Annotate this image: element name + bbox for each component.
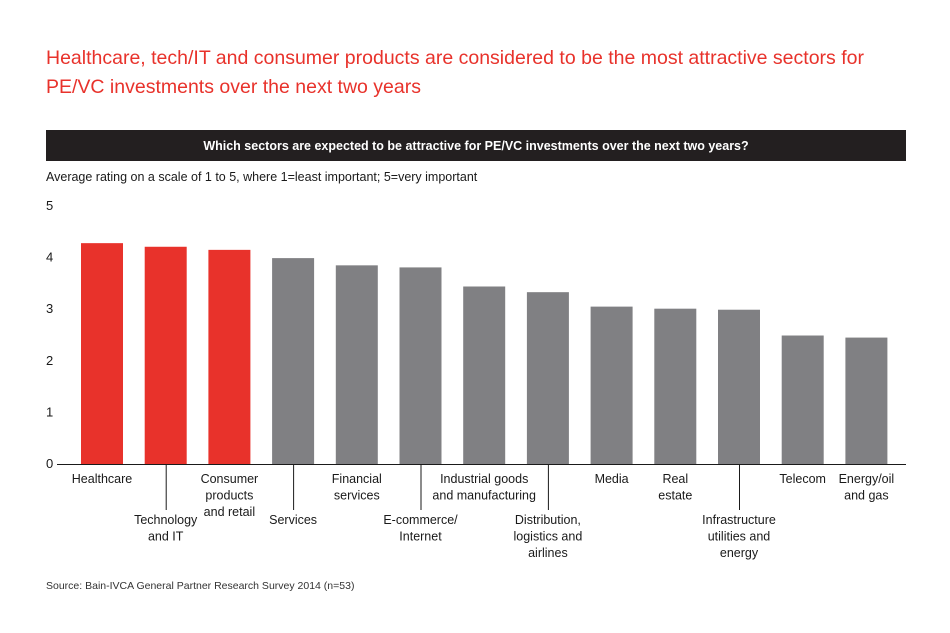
y-tick-label: 5	[46, 198, 53, 213]
x-tick-label: Technology and IT	[134, 513, 198, 544]
x-tick-label-line: energy	[720, 546, 759, 560]
x-tick-label-line: and IT	[148, 530, 184, 544]
y-tick-label: 2	[46, 353, 53, 368]
x-tick-label: E-commerce/Internet	[383, 513, 458, 544]
x-tick-label: Energy/oil and gas	[839, 472, 895, 503]
question-bar: Which sectors are expected to be attract…	[46, 130, 906, 161]
bar	[718, 309, 760, 464]
bar	[208, 249, 251, 464]
x-tick-label-line: Services	[269, 513, 317, 527]
question-text: Which sectors are expected to be attract…	[203, 138, 749, 153]
x-tick-label: Healthcare	[72, 472, 132, 486]
x-tick-label-line: Consumer	[201, 472, 259, 486]
x-tick-label-line: airlines	[528, 546, 568, 560]
x-tick-label-line: Real	[662, 472, 688, 486]
x-tick-label-line: and gas	[844, 489, 888, 503]
x-tick-label: Consumer products and retail	[201, 472, 259, 519]
x-tick-label-line: and manufacturing	[432, 489, 536, 503]
x-tick-label-line: Internet	[399, 530, 442, 544]
bar	[526, 292, 569, 464]
x-tick-label-line: logistics and	[514, 530, 583, 544]
bar	[590, 306, 633, 464]
bar	[781, 335, 824, 464]
x-tick-label-line: Healthcare	[72, 472, 132, 486]
y-tick-label: 3	[46, 301, 53, 316]
x-tick-label-line: Media	[595, 472, 629, 486]
x-tick-label-line: Infrastructure	[702, 513, 776, 527]
x-tick-label: Real estate	[658, 472, 692, 503]
bar	[81, 243, 123, 464]
y-tick-label: 4	[46, 250, 53, 265]
x-tick-label: Services	[269, 513, 317, 527]
bar	[335, 265, 378, 464]
y-tick-label: 0	[46, 456, 53, 471]
y-tick-label: 1	[46, 404, 53, 419]
x-tick-label: Distribution, logistics and airlines	[514, 513, 583, 560]
x-tick-label-line: Technology	[134, 513, 198, 527]
headline: Healthcare, tech/IT and consumer product…	[46, 47, 864, 98]
bar	[654, 308, 697, 464]
x-tick-label-line: Financial	[332, 472, 382, 486]
x-tick-label-line: Industrial goods	[440, 472, 528, 486]
source-note: Source: Bain-IVCA General Partner Resear…	[46, 580, 355, 592]
x-tick-label: Infrastructure utilities and energy	[702, 513, 776, 560]
x-tick-label-line: Energy/oil	[839, 472, 895, 486]
x-tick-label: Media	[595, 472, 629, 486]
x-tick-label-line: E-commerce/	[383, 513, 458, 527]
x-tick-label-line: estate	[658, 489, 692, 503]
bar	[399, 267, 442, 464]
x-tick-label-line: products	[205, 489, 253, 503]
bar	[463, 286, 506, 464]
bar	[845, 337, 888, 464]
bar	[144, 246, 187, 464]
x-tick-label-line: Telecom	[779, 472, 826, 486]
bar	[272, 258, 315, 464]
x-tick-label-line: utilities and	[708, 530, 771, 544]
x-tick-label-line: Distribution,	[515, 513, 581, 527]
x-tick-label: Industrial goods and manufacturing	[432, 472, 536, 503]
x-tick-label: Financial services	[332, 472, 382, 503]
x-tick-label-line: and retail	[204, 505, 255, 519]
x-tick-label: Telecom	[779, 472, 826, 486]
x-tick-label-line: services	[334, 489, 380, 503]
chart-subtitle: Average rating on a scale of 1 to 5, whe…	[46, 170, 478, 184]
